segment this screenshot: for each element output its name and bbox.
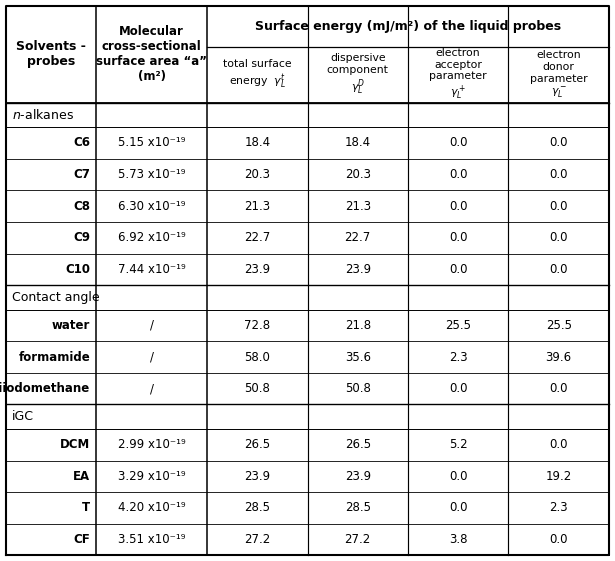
Text: $n$-alkanes: $n$-alkanes: [12, 108, 74, 122]
Text: 5.73 x10⁻¹⁹: 5.73 x10⁻¹⁹: [118, 168, 185, 181]
Text: 0.0: 0.0: [449, 168, 467, 181]
Text: Molecular
cross-sectional
surface area “a”
(m²): Molecular cross-sectional surface area “…: [96, 25, 207, 83]
Text: 39.6: 39.6: [546, 351, 572, 364]
Text: 23.9: 23.9: [244, 263, 271, 276]
Text: 23.9: 23.9: [344, 470, 371, 483]
Text: 3.51 x10⁻¹⁹: 3.51 x10⁻¹⁹: [118, 533, 185, 546]
Text: 0.0: 0.0: [549, 438, 568, 451]
Text: electron
donor
parameter
$\mathit{\gamma}_L^-$: electron donor parameter $\mathit{\gamma…: [530, 50, 587, 100]
Text: C9: C9: [73, 231, 90, 244]
Text: C6: C6: [73, 136, 90, 149]
Text: 2.3: 2.3: [549, 502, 568, 514]
Text: 0.0: 0.0: [449, 502, 467, 514]
Text: 4.20 x10⁻¹⁹: 4.20 x10⁻¹⁹: [118, 502, 186, 514]
Text: 0.0: 0.0: [449, 200, 467, 213]
Text: 0.0: 0.0: [549, 533, 568, 546]
Text: C7: C7: [73, 168, 90, 181]
Text: 23.9: 23.9: [244, 470, 271, 483]
Text: 20.3: 20.3: [244, 168, 270, 181]
Text: 2.99 x10⁻¹⁹: 2.99 x10⁻¹⁹: [118, 438, 186, 451]
Text: DCM: DCM: [60, 438, 90, 451]
Text: 35.6: 35.6: [345, 351, 371, 364]
Text: 2.3: 2.3: [449, 351, 467, 364]
Text: 27.2: 27.2: [244, 533, 271, 546]
Text: T: T: [82, 502, 90, 514]
Text: 6.92 x10⁻¹⁹: 6.92 x10⁻¹⁹: [118, 231, 186, 244]
Text: 0.0: 0.0: [549, 231, 568, 244]
Text: 20.3: 20.3: [345, 168, 371, 181]
Text: formamide: formamide: [18, 351, 90, 364]
Text: water: water: [52, 319, 90, 332]
Text: 50.8: 50.8: [244, 382, 270, 395]
Text: 50.8: 50.8: [345, 382, 371, 395]
Text: 0.0: 0.0: [549, 263, 568, 276]
Text: Contact angle: Contact angle: [12, 291, 100, 304]
Text: /: /: [149, 351, 154, 364]
Text: 28.5: 28.5: [244, 502, 270, 514]
Text: 5.2: 5.2: [449, 438, 467, 451]
Text: 25.5: 25.5: [546, 319, 571, 332]
Text: 3.29 x10⁻¹⁹: 3.29 x10⁻¹⁹: [118, 470, 186, 483]
Text: 25.5: 25.5: [445, 319, 471, 332]
Text: C8: C8: [73, 200, 90, 213]
Text: diiodomethane: diiodomethane: [0, 382, 90, 395]
Text: 0.0: 0.0: [449, 470, 467, 483]
Text: 26.5: 26.5: [344, 438, 371, 451]
Text: 22.7: 22.7: [244, 231, 271, 244]
Text: 0.0: 0.0: [549, 168, 568, 181]
Text: 19.2: 19.2: [546, 470, 572, 483]
Text: 7.44 x10⁻¹⁹: 7.44 x10⁻¹⁹: [118, 263, 186, 276]
Text: Surface energy (mJ/m²) of the liquid probes: Surface energy (mJ/m²) of the liquid pro…: [255, 20, 561, 33]
Text: 0.0: 0.0: [549, 382, 568, 395]
Text: 6.30 x10⁻¹⁹: 6.30 x10⁻¹⁹: [118, 200, 185, 213]
Text: 0.0: 0.0: [449, 231, 467, 244]
Text: 5.15 x10⁻¹⁹: 5.15 x10⁻¹⁹: [118, 136, 185, 149]
Text: 18.4: 18.4: [344, 136, 371, 149]
Text: 58.0: 58.0: [244, 351, 270, 364]
Text: EA: EA: [73, 470, 90, 483]
Text: 18.4: 18.4: [244, 136, 271, 149]
Text: total surface
energy  $\mathit{\gamma}_L^t$: total surface energy $\mathit{\gamma}_L^…: [223, 59, 292, 90]
Text: /: /: [149, 319, 154, 332]
Text: 0.0: 0.0: [449, 382, 467, 395]
Text: 28.5: 28.5: [345, 502, 371, 514]
Text: 72.8: 72.8: [244, 319, 271, 332]
Text: 3.8: 3.8: [449, 533, 467, 546]
Text: 21.8: 21.8: [344, 319, 371, 332]
Text: 0.0: 0.0: [449, 136, 467, 149]
Text: 0.0: 0.0: [549, 136, 568, 149]
Text: 26.5: 26.5: [244, 438, 271, 451]
Text: 22.7: 22.7: [344, 231, 371, 244]
Text: dispersive
component
$\mathit{\gamma}_L^D$: dispersive component $\mathit{\gamma}_L^…: [327, 53, 389, 97]
Text: 21.3: 21.3: [244, 200, 271, 213]
Text: iGC: iGC: [12, 410, 34, 423]
Text: /: /: [149, 382, 154, 395]
Text: 27.2: 27.2: [344, 533, 371, 546]
Text: 0.0: 0.0: [549, 200, 568, 213]
Text: 23.9: 23.9: [344, 263, 371, 276]
Text: 0.0: 0.0: [449, 263, 467, 276]
Text: CF: CF: [73, 533, 90, 546]
Text: C10: C10: [65, 263, 90, 276]
Text: electron
acceptor
parameter
$\mathit{\gamma}_L^+$: electron acceptor parameter $\mathit{\ga…: [429, 48, 487, 102]
Text: Solvents -
probes: Solvents - probes: [16, 40, 86, 68]
Text: 21.3: 21.3: [344, 200, 371, 213]
